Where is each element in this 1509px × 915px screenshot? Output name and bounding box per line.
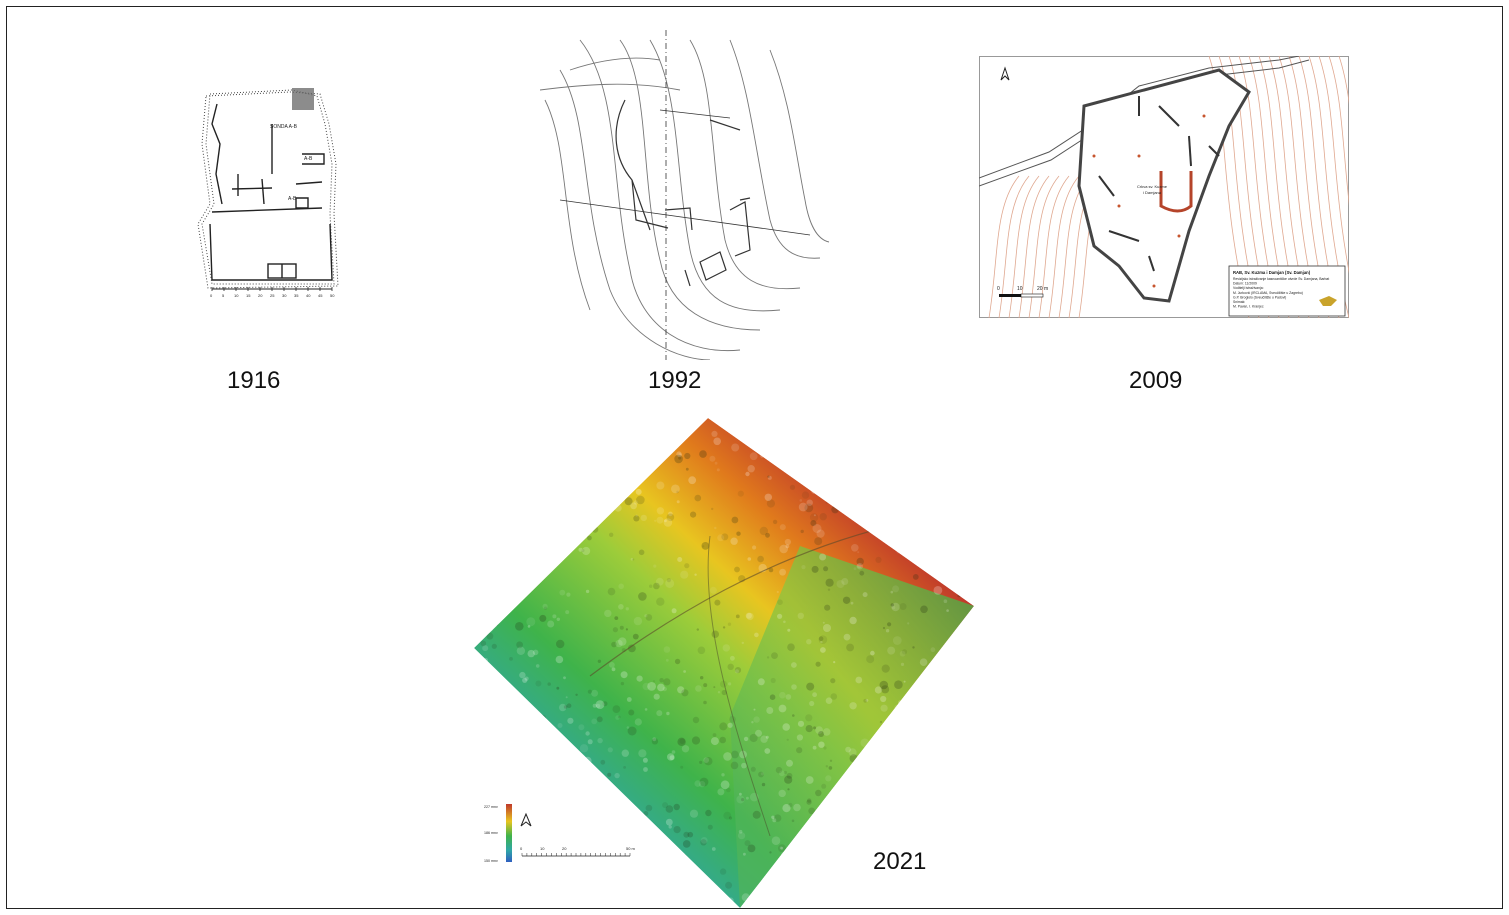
lidar-2021: 227 mnv 186 mnv 150 mnv 0 10 20 50 m xyxy=(474,418,974,908)
year-label-2009: 2009 xyxy=(1129,367,1183,394)
scale-1916: 0 5 10 15 20 25 30 35 40 45 50 xyxy=(210,287,335,298)
label-ab-2: A-B xyxy=(288,196,297,202)
legend-line-2009: M. Pavan, I. Kranjec xyxy=(1233,305,1264,309)
year-label-2021: 2021 xyxy=(873,848,927,875)
legend-line-2009: M. Jurković (IRCLAMA, Sveučilište u Zagr… xyxy=(1233,291,1303,295)
institution-logo xyxy=(1319,296,1337,306)
scale-1916-tick-label: 45 xyxy=(318,293,323,298)
scale-2021-label-2: 20 xyxy=(562,846,567,851)
plan-2009: Crkva sv. Kuzme i Damjana 0 10 20 m RAB,… xyxy=(979,56,1349,318)
scale-2021-label-0: 0 xyxy=(520,846,523,851)
scale-1916-tick-label: 30 xyxy=(282,293,287,298)
plan-1992 xyxy=(540,30,830,360)
label-sonda: SONDA A-B xyxy=(270,124,298,130)
elevation-legend-bar xyxy=(506,804,512,862)
scale-1916-tick-label: 35 xyxy=(294,293,299,298)
legend-line-2009: Revizijsko istraživanje kasnoantičke utv… xyxy=(1233,277,1329,281)
legend-line-2009: Voditelji istraživanja: xyxy=(1233,286,1264,290)
scale-2009-label-0: 0 xyxy=(997,286,1000,292)
scale-2021-label-1: 10 xyxy=(540,846,545,851)
church-label-2: i Damjana xyxy=(1143,190,1162,195)
legend-title-2009: RAB, Sv. Kuzma i Damjan (Sv. Damjan) xyxy=(1233,270,1311,275)
year-label-1916: 1916 xyxy=(227,367,281,394)
scale-2021-label-3: 50 m xyxy=(626,846,636,851)
plan-1916: SONDA A-B A-B A-B 0 5 10 15 20 25 30 35 40 45 50 xyxy=(197,88,339,298)
scale-1916-tick-label: 40 xyxy=(306,293,311,298)
year-label-1992: 1992 xyxy=(648,367,702,394)
scale-1916-tick-label: 5 xyxy=(222,293,225,298)
scale-1916-tick-label: 50 xyxy=(330,293,335,298)
legend-2009 xyxy=(1228,265,1346,317)
scale-1916-tick-label: 0 xyxy=(210,293,213,298)
legend-line-2009: G.P. Brogiolo (Sveučilište u Padovi) xyxy=(1233,295,1286,299)
scale-1916-tick-label: 10 xyxy=(234,293,239,298)
scale-1916-tick-label: 15 xyxy=(246,293,251,298)
scale-2009-label-1: 10 xyxy=(1017,286,1023,292)
legend-min: 150 mnv xyxy=(484,859,498,863)
legend-line-2009: Snimak: xyxy=(1233,300,1245,304)
scale-2009-label-2: 20 m xyxy=(1037,286,1048,292)
scale-1916-tick-label: 25 xyxy=(270,293,275,298)
scale-1916-tick-label: 20 xyxy=(258,293,263,298)
scale-2021: 0 10 20 50 m xyxy=(520,846,636,857)
church-label-1: Crkva sv. Kuzme xyxy=(1137,184,1168,189)
legend-mid: 186 mnv xyxy=(484,831,498,835)
north-arrow-icon xyxy=(1000,66,1010,81)
north-arrow-icon xyxy=(520,812,532,827)
legend-line-2009: Datum: 11/2009 xyxy=(1233,282,1257,286)
figure-frame xyxy=(6,6,1503,909)
label-ab-1: A-B xyxy=(304,156,313,162)
legend-max: 227 mnv xyxy=(484,805,498,809)
